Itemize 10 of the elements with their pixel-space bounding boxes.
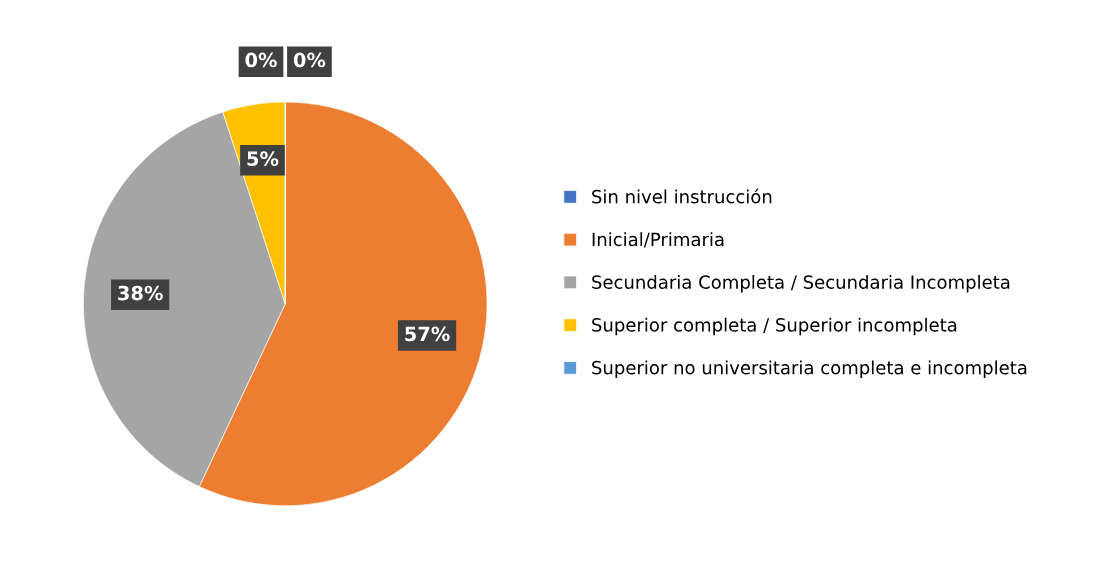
legend-label: Superior completa / Superior incompleta [592,317,957,336]
legend-label: Secundaria Completa / Secundaria Incompleta [592,274,1010,293]
legend-label: Sin nivel instrucción [592,188,772,204]
text: 0% [293,52,326,68]
data-label: 38% [118,285,163,301]
text: 0% [245,52,277,68]
data-label: 5% [247,151,279,166]
legend-label: Inicial/Primaria [592,232,724,248]
data-label: 57% [405,326,450,342]
legend-label: Superior no universitaria completa e incompleta [592,360,1027,378]
